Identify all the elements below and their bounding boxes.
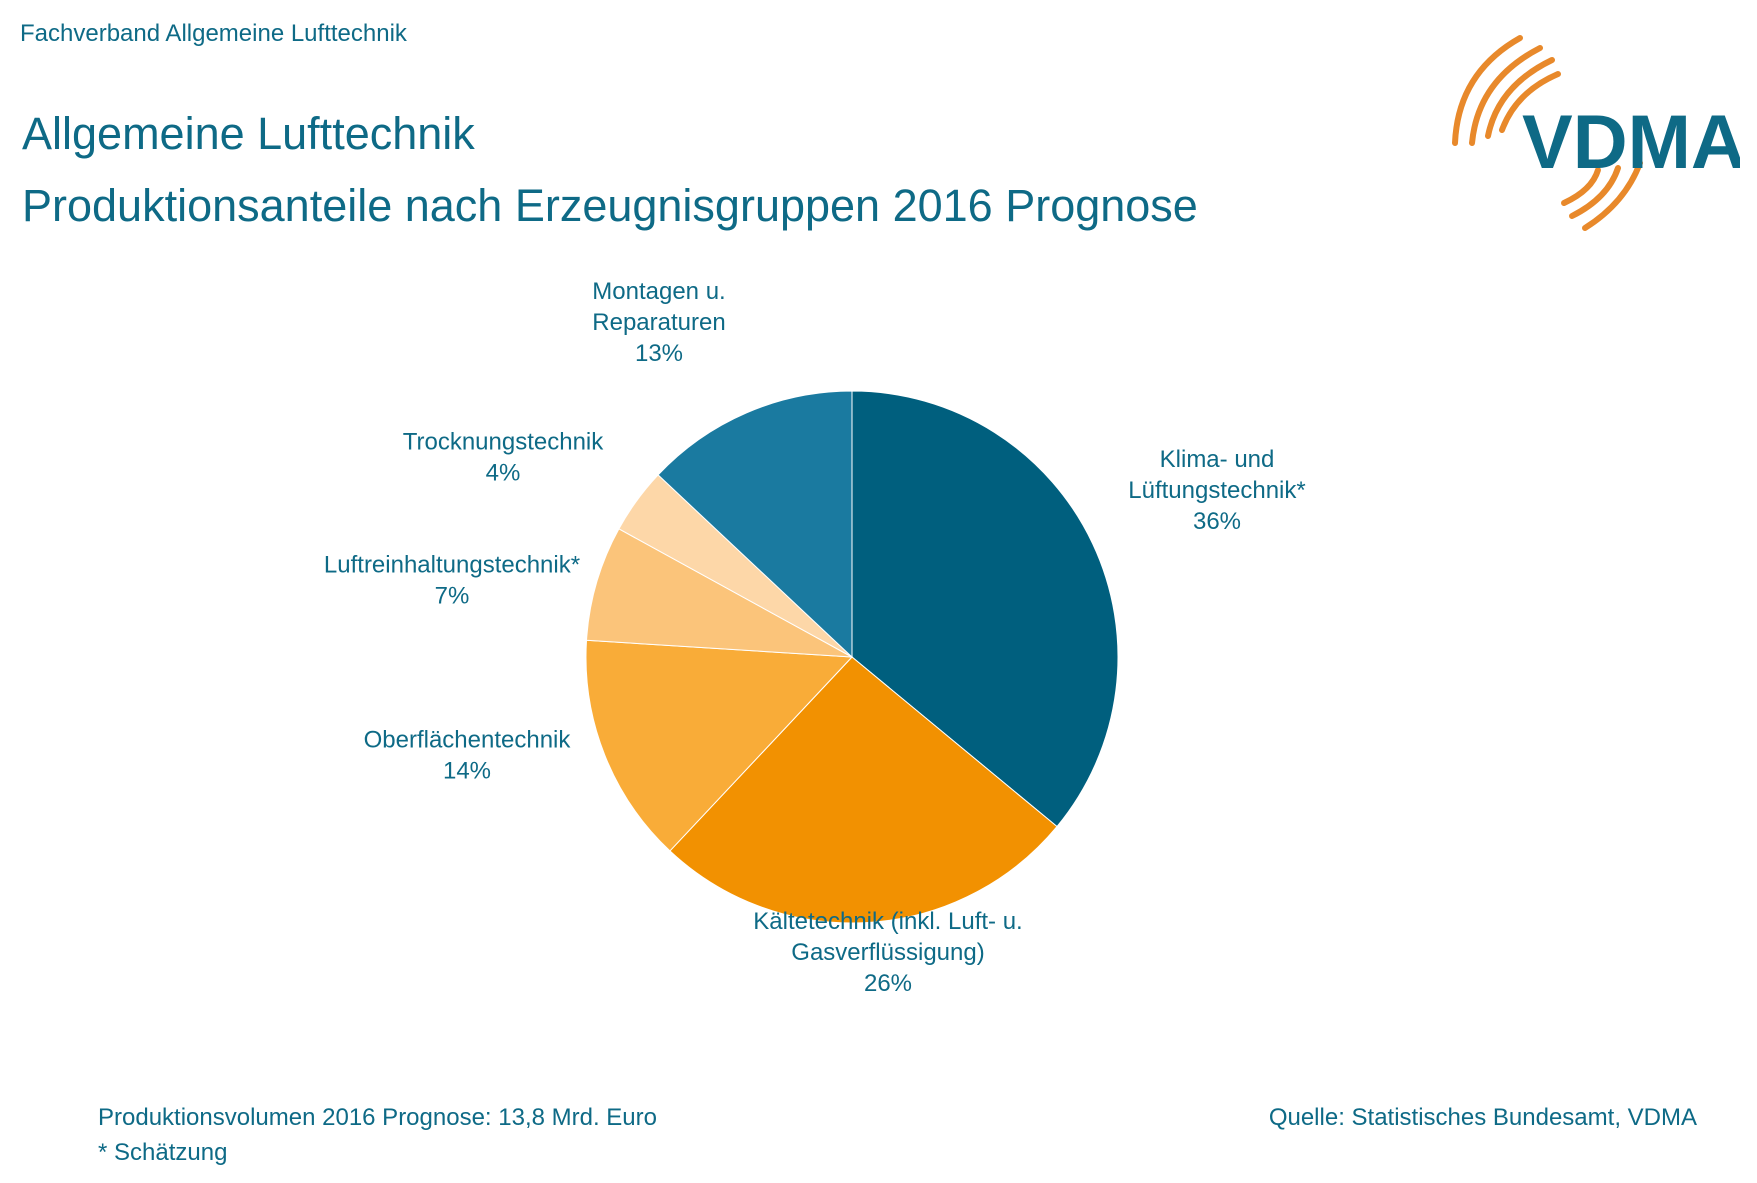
- logo-arc-2: [1469, 45, 1543, 146]
- slice-value-label: 13%: [635, 340, 683, 367]
- slice-category-label: Gasverflüssigung): [791, 939, 984, 966]
- logo-arc-4: [1499, 71, 1561, 133]
- slice-label: Luftreinhaltungstechnik* 7%: [324, 552, 580, 610]
- slice-label: Montagen u. Reparaturen 13%: [592, 278, 725, 367]
- slice-value-label: 36%: [1193, 508, 1241, 535]
- logo-arc-6: [1569, 165, 1621, 219]
- pie-slice: [657, 390, 853, 659]
- pie-slice: [585, 528, 853, 658]
- page-title: Allgemeine Lufttechnik: [22, 108, 475, 159]
- slice-category-label: Trocknungstechnik: [403, 429, 605, 456]
- slice-value-label: 4%: [486, 460, 521, 487]
- slice-value-label: 14%: [443, 758, 491, 785]
- slice-category-label: Kältetechnik (inkl. Luft- u.: [753, 908, 1022, 935]
- pie-slice: [585, 639, 854, 852]
- logo-arc-1: [1452, 35, 1523, 146]
- vdma-logo: VDMA: [1452, 35, 1740, 231]
- organization-header: Fachverband Allgemeine Lufttechnik: [20, 20, 407, 47]
- slice-label: Trocknungstechnik 4%: [403, 429, 605, 487]
- logo-text: VDMA: [1522, 100, 1740, 185]
- slice-category-label: Luftreinhaltungstechnik*: [324, 552, 580, 579]
- page-subtitle: Produktionsanteile nach Erzeugnisgruppen…: [22, 180, 1198, 231]
- slice-label: Klima- und Lüftungstechnik* 36%: [1128, 446, 1305, 535]
- pie-slice: [669, 656, 1058, 924]
- slice-category-label: Reparaturen: [592, 309, 725, 336]
- slice-category-label: Montagen u.: [592, 278, 725, 305]
- pie-labels: Klima- und Lüftungstechnik* 36% Kältetechni…: [324, 278, 1306, 997]
- logo-arc-3: [1485, 57, 1555, 139]
- slice-category-label: Lüftungstechnik*: [1128, 477, 1305, 504]
- slice-label: Kältetechnik (inkl. Luft- u. Gasverflüssi…: [753, 908, 1022, 997]
- slice-category-label: Klima- und: [1160, 446, 1275, 473]
- logo-arcs: [1452, 35, 1643, 231]
- pie-slice: [851, 390, 1119, 828]
- slice-value-label: 7%: [435, 583, 470, 610]
- pie-slices: [585, 390, 1119, 924]
- slice-category-label: Oberflächentechnik: [364, 727, 572, 754]
- slice-label: Oberflächentechnik 14%: [364, 727, 572, 785]
- source-note: Quelle: Statistisches Bundesamt, VDMA: [1268, 1104, 1697, 1131]
- slice-value-label: 26%: [864, 970, 912, 997]
- estimate-note: * Schätzung: [98, 1139, 228, 1166]
- logo-arc-7: [1561, 167, 1601, 206]
- production-volume-note: Produktionsvolumen 2016 Prognose: 13,8 M…: [98, 1104, 657, 1131]
- logo-arc-5: [1582, 160, 1643, 231]
